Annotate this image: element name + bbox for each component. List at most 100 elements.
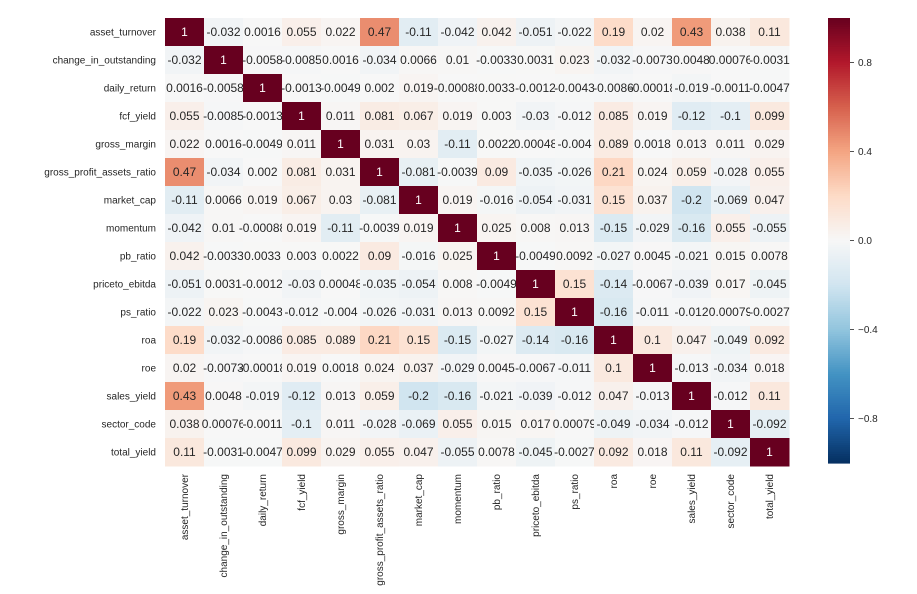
heatmap-cell [633, 102, 673, 131]
heatmap-cell [243, 410, 283, 439]
cell-value-label: -0.0013 [242, 109, 283, 123]
cell-value-label: 0.019 [403, 81, 433, 95]
heatmap-cell [594, 354, 634, 383]
x-tick-label: change_in_outstanding [219, 474, 230, 577]
colorbar-segment [828, 240, 850, 244]
heatmap-cell [633, 46, 673, 75]
cell-value-label: -0.0086 [242, 333, 283, 347]
heatmap-cell [165, 438, 205, 467]
heatmap-cell [165, 298, 205, 327]
cell-value-label: 0.019 [286, 361, 316, 375]
cell-value-label: -0.029 [635, 221, 669, 235]
cell-value-label: -0.092 [752, 417, 786, 431]
heatmap-cell [165, 186, 205, 215]
colorbar-segment [828, 180, 850, 184]
cell-value-label: -0.055 [752, 221, 786, 235]
cell-value-label: -0.0033 [476, 53, 517, 67]
y-tick-label: gross_profit_assets_ratio [44, 168, 156, 179]
cell-value-label: -0.045 [752, 277, 786, 291]
colorbar-segment [828, 271, 850, 275]
heatmap-cell [399, 242, 439, 271]
cell-value-label: 0.055 [364, 445, 394, 459]
colorbar-segment [828, 411, 850, 415]
cell-value-label: -0.03 [522, 109, 550, 123]
cell-value-label: 0.081 [286, 165, 316, 179]
y-tick-label: sector_code [102, 420, 157, 431]
colorbar-segment [828, 218, 850, 222]
heatmap-cell [438, 186, 478, 215]
heatmap-cell [438, 102, 478, 131]
cell-value-label: 0.013 [442, 305, 472, 319]
heatmap-cell [516, 214, 556, 243]
colorbar-segment [828, 120, 850, 124]
colorbar-segment [828, 447, 850, 451]
colorbar-segment [828, 26, 850, 30]
heatmap-cell [711, 298, 751, 327]
cell-value-label: -0.0031 [749, 53, 790, 67]
heatmap-cell [399, 326, 439, 355]
colorbar-segment [828, 55, 850, 59]
colorbar-segment [828, 107, 850, 110]
cell-value-label: 0.029 [325, 445, 355, 459]
colorbar-segment [828, 127, 850, 130]
heatmap-cell [204, 74, 244, 103]
colorbar-segment [828, 391, 850, 395]
colorbar-segment [828, 164, 850, 168]
colorbar-segment [828, 84, 850, 88]
heatmap-cell [516, 158, 556, 187]
heatmap-cell [360, 326, 400, 355]
colorbar-segment [828, 289, 850, 293]
x-tick-label: roa [609, 474, 620, 489]
colorbar-segment [828, 333, 850, 337]
cell-value-label: -0.0043 [242, 305, 283, 319]
y-tick-label: momentum [106, 224, 156, 235]
colorbar-segment [828, 60, 850, 64]
colorbar-segment [828, 89, 850, 93]
cell-value-label: 0.042 [169, 249, 199, 263]
cell-value-label: 0.0022 [322, 249, 359, 263]
cell-value-label: 0.21 [602, 165, 626, 179]
colorbar-segment [828, 131, 850, 135]
cell-value-label: -0.11 [405, 25, 432, 39]
colorbar-segment [828, 227, 850, 230]
colorbar-segment [828, 309, 850, 313]
colorbar-segment [828, 160, 850, 164]
cell-value-label: 0.047 [676, 333, 706, 347]
colorbar-segment [828, 75, 850, 79]
colorbar-segment [828, 336, 850, 339]
heatmap-cell [399, 382, 439, 411]
cell-value-label: 0.00076 [709, 53, 753, 67]
heatmap-cell [555, 46, 595, 75]
cell-value-label: 0.042 [481, 25, 511, 39]
colorbar-segment [828, 187, 850, 190]
colorbar-tick-label: 0.8 [858, 58, 872, 69]
heatmap-cell [633, 326, 673, 355]
colorbar-segment [828, 167, 850, 170]
heatmap-cell [360, 130, 400, 159]
cell-value-label: -0.034 [206, 165, 240, 179]
heatmap-cell [711, 130, 751, 159]
heatmap-cell [750, 382, 790, 411]
x-tick-label: total_yield [765, 474, 776, 519]
cell-value-label: 0.023 [559, 53, 589, 67]
colorbar-segment [828, 38, 850, 41]
heatmap-cell [360, 298, 400, 327]
heatmap-cell [555, 102, 595, 131]
colorbar-segment [828, 109, 850, 113]
heatmap-cell [516, 410, 556, 439]
cell-value-label: -0.12 [678, 109, 706, 123]
cell-value-label: 0.0016 [244, 25, 281, 39]
heatmap-cell [594, 102, 634, 131]
heatmap-cell [399, 214, 439, 243]
cell-value-label: 1 [415, 193, 422, 207]
colorbar-segment [828, 260, 850, 264]
heatmap-cell [516, 326, 556, 355]
colorbar-segment [828, 113, 850, 117]
heatmap-cell [672, 354, 712, 383]
heatmap-cell [633, 130, 673, 159]
colorbar-segment [828, 82, 850, 86]
cell-value-label: 0.0031 [205, 277, 242, 291]
heatmap-cell [711, 186, 751, 215]
heatmap-cell [594, 46, 634, 75]
heatmap-cell [633, 74, 673, 103]
